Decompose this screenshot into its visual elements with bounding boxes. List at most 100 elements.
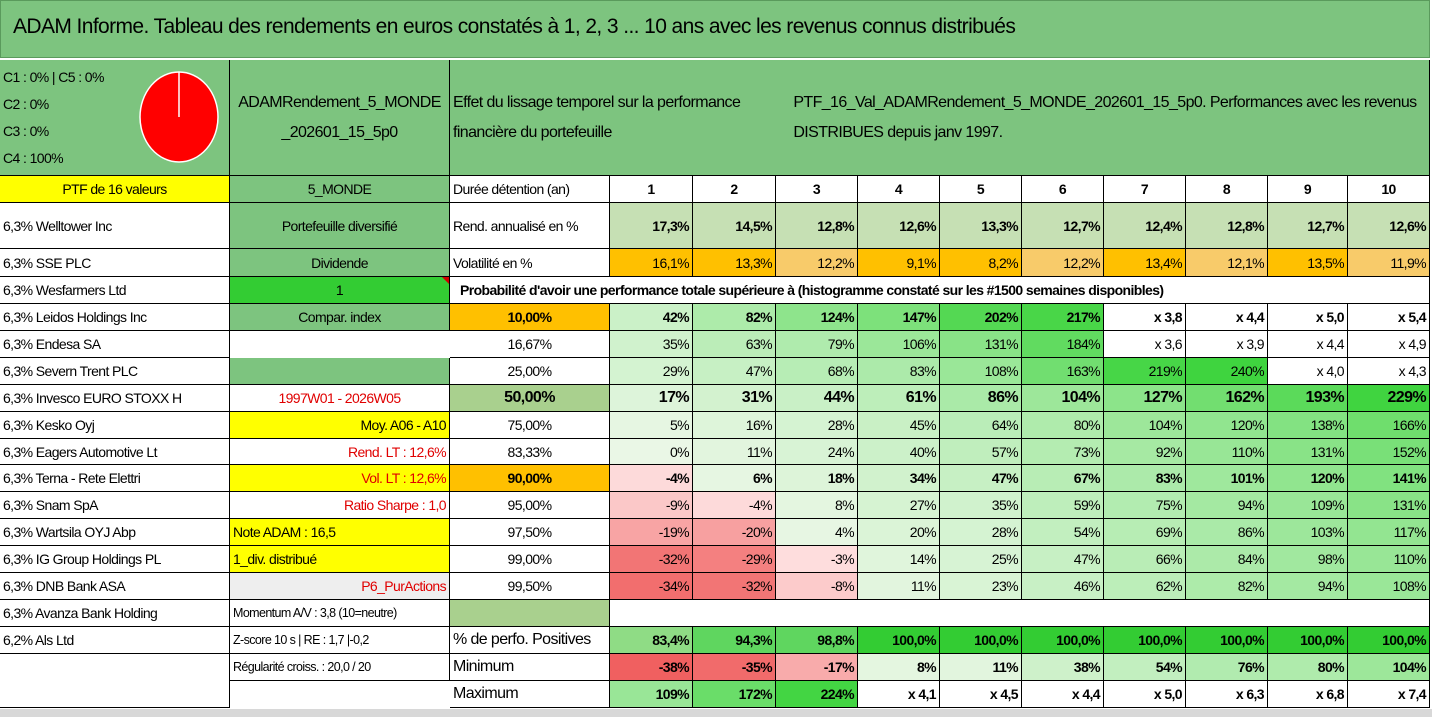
year-header[interactable]: 6 xyxy=(1022,176,1104,203)
info-cell[interactable]: Rend. LT : 12,6% xyxy=(230,439,450,465)
probability-value[interactable]: 166% xyxy=(1348,412,1430,439)
probability-value[interactable]: 28% xyxy=(940,519,1022,546)
probability-value[interactable]: 86% xyxy=(940,385,1022,412)
portfolio-name[interactable]: ADAMRendement_5_MONDE_202601_15_5p0 xyxy=(230,60,450,176)
probability-value[interactable]: 219% xyxy=(1104,358,1186,385)
info-cell[interactable]: Z-score 10 s | RE : 1,7 |-0,2 xyxy=(230,627,450,654)
maximum-value[interactable]: x 6,3 xyxy=(1186,681,1268,708)
probability-value[interactable]: 63% xyxy=(693,331,776,358)
probability-level[interactable]: 99,50% xyxy=(450,573,610,600)
probability-value[interactable]: 94% xyxy=(1268,573,1348,600)
info-cell[interactable]: Vol. LT : 12,6% xyxy=(230,465,450,492)
holding-row[interactable]: 6,2% Als Ltd xyxy=(0,627,230,654)
probability-value[interactable]: 217% xyxy=(1022,304,1104,331)
allocation-panel[interactable]: C1 : 0% | C5 : 0% C2 : 0% C3 : 0% C4 : 100% xyxy=(0,60,230,176)
probability-value[interactable]: 6% xyxy=(693,465,776,492)
probability-value[interactable]: 117% xyxy=(1348,519,1430,546)
rend-value[interactable]: 12,6% xyxy=(858,203,940,249)
probability-value[interactable]: 103% xyxy=(1268,519,1348,546)
info-cell[interactable]: Régularité croiss. : 20,0 / 20 xyxy=(230,654,450,681)
probability-value[interactable]: x 4,0 xyxy=(1268,358,1348,385)
probability-value[interactable]: 82% xyxy=(693,304,776,331)
probability-value[interactable]: x 5,0 xyxy=(1268,304,1348,331)
probability-value[interactable]: 86% xyxy=(1186,519,1268,546)
probability-level[interactable]: 10,00% xyxy=(450,304,610,331)
info-cell[interactable]: 5_MONDE xyxy=(230,176,450,203)
minimum-value[interactable]: 104% xyxy=(1348,654,1430,681)
minimum-value[interactable]: -35% xyxy=(693,654,776,681)
probability-value[interactable]: 141% xyxy=(1348,465,1430,492)
minimum-value[interactable]: 54% xyxy=(1104,654,1186,681)
probability-value[interactable]: 92% xyxy=(1104,439,1186,465)
probability-value[interactable]: 46% xyxy=(1022,573,1104,600)
probability-value[interactable]: 104% xyxy=(1104,412,1186,439)
positive-rate-value[interactable]: 100,0% xyxy=(1104,627,1186,654)
probability-value[interactable]: x 3,8 xyxy=(1104,304,1186,331)
spacer-row[interactable] xyxy=(610,600,1430,627)
probability-value[interactable]: -32% xyxy=(610,546,693,573)
probability-title[interactable]: Probabilité d'avoir une performance tota… xyxy=(450,277,1430,304)
probability-level[interactable]: 16,67% xyxy=(450,331,610,358)
year-header[interactable]: 5 xyxy=(940,176,1022,203)
year-header[interactable]: 9 xyxy=(1268,176,1348,203)
positive-rate-value[interactable]: 94,3% xyxy=(693,627,776,654)
probability-value[interactable]: 24% xyxy=(776,439,858,465)
probability-value[interactable]: 54% xyxy=(1022,519,1104,546)
probability-level[interactable]: 25,00% xyxy=(450,358,610,385)
holding-row[interactable]: 6,3% Terna - Rete Elettri xyxy=(0,465,230,492)
minimum-value[interactable]: 76% xyxy=(1186,654,1268,681)
duration-header[interactable]: Durée détention (an) xyxy=(450,176,610,203)
vol-value[interactable]: 12,2% xyxy=(776,249,858,277)
probability-value[interactable]: 110% xyxy=(1186,439,1268,465)
holding-row[interactable]: 6,3% Eagers Automotive Lt xyxy=(0,439,230,465)
holding-row[interactable]: 6,3% SSE PLC xyxy=(0,249,230,277)
year-header[interactable]: 8 xyxy=(1186,176,1268,203)
holding-row[interactable]: 6,3% Wesfarmers Ltd xyxy=(0,277,230,304)
minimum-value[interactable]: 38% xyxy=(1022,654,1104,681)
rend-value[interactable]: 12,7% xyxy=(1268,203,1348,249)
probability-value[interactable]: 35% xyxy=(610,331,693,358)
probability-value[interactable]: 40% xyxy=(858,439,940,465)
probability-value[interactable]: 69% xyxy=(1104,519,1186,546)
probability-value[interactable]: 31% xyxy=(693,385,776,412)
rend-value[interactable]: 12,8% xyxy=(1186,203,1268,249)
probability-value[interactable]: 94% xyxy=(1186,492,1268,519)
maximum-value[interactable]: x 7,4 xyxy=(1348,681,1430,708)
probability-value[interactable]: 68% xyxy=(776,358,858,385)
probability-value[interactable]: -29% xyxy=(693,546,776,573)
probability-value[interactable]: 147% xyxy=(858,304,940,331)
probability-value[interactable]: 28% xyxy=(776,412,858,439)
probability-value[interactable]: 229% xyxy=(1348,385,1430,412)
holding-row[interactable]: 6,3% IG Group Holdings PL xyxy=(0,546,230,573)
vol-value[interactable]: 13,4% xyxy=(1104,249,1186,277)
positive-rate-label[interactable]: % de perfo. Positives xyxy=(450,627,610,654)
holdings-header[interactable]: PTF de 16 valeurs xyxy=(0,176,230,203)
vol-value[interactable]: 13,3% xyxy=(693,249,776,277)
minimum-value[interactable]: 80% xyxy=(1268,654,1348,681)
info-cell[interactable]: 1 xyxy=(230,277,450,304)
info-cell[interactable]: Compar. index xyxy=(230,304,450,331)
probability-value[interactable]: -34% xyxy=(610,573,693,600)
probability-value[interactable]: 61% xyxy=(858,385,940,412)
minimum-value[interactable]: 8% xyxy=(858,654,940,681)
vol-value[interactable]: 8,2% xyxy=(940,249,1022,277)
holding-row[interactable]: 6,3% Severn Trent PLC xyxy=(0,358,230,385)
info-cell[interactable]: 1997W01 - 2026W05 xyxy=(230,385,450,412)
probability-value[interactable]: 62% xyxy=(1104,573,1186,600)
probability-value[interactable]: x 3,6 xyxy=(1104,331,1186,358)
holding-row[interactable]: 6,3% Wartsila OYJ Abp xyxy=(0,519,230,546)
probability-value[interactable]: 82% xyxy=(1186,573,1268,600)
probability-value[interactable]: 110% xyxy=(1348,546,1430,573)
probability-value[interactable]: 73% xyxy=(1022,439,1104,465)
probability-value[interactable]: 66% xyxy=(1104,546,1186,573)
probability-value[interactable]: 80% xyxy=(1022,412,1104,439)
probability-level[interactable]: 50,00% xyxy=(450,385,610,412)
probability-value[interactable]: 124% xyxy=(776,304,858,331)
probability-value[interactable]: -19% xyxy=(610,519,693,546)
probability-value[interactable]: x 3,9 xyxy=(1186,331,1268,358)
probability-value[interactable]: 83% xyxy=(858,358,940,385)
rend-value[interactable]: 12,4% xyxy=(1104,203,1186,249)
maximum-value[interactable]: x 4,4 xyxy=(1022,681,1104,708)
probability-value[interactable]: 14% xyxy=(858,546,940,573)
probability-level[interactable]: 97,50% xyxy=(450,519,610,546)
